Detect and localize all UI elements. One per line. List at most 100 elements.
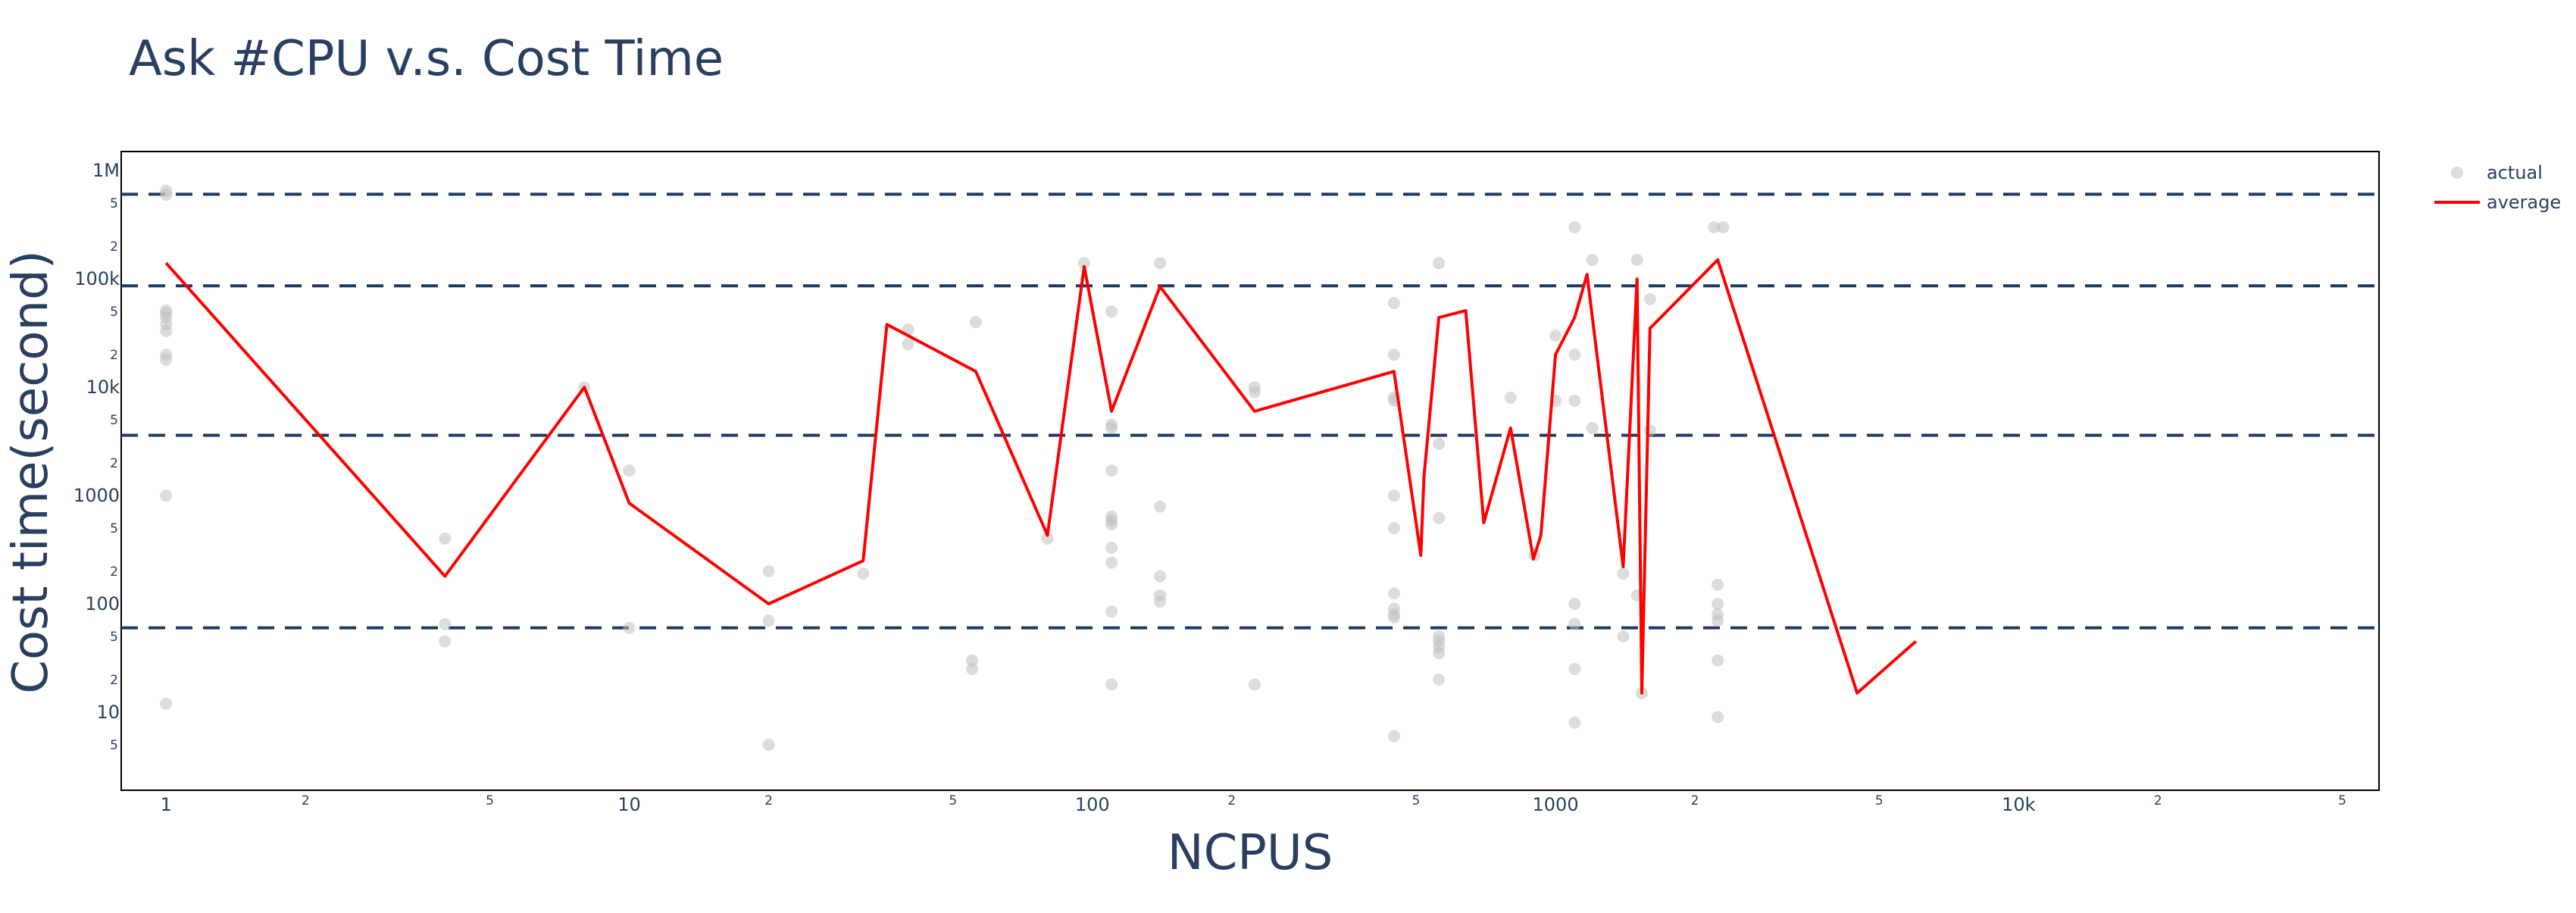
actual-point — [1105, 464, 1118, 477]
actual-point — [1549, 329, 1562, 342]
average-point — [1574, 317, 1575, 318]
y-axis-ticks: 10 100 1000 10k 100k 1M 5 2 5 2 5 2 5 2 5 2 5 — [73, 160, 120, 753]
actual-point — [1712, 597, 1724, 610]
x-tick-label: 1000 — [1533, 794, 1579, 815]
actual-point — [1568, 220, 1581, 233]
actual-point — [1154, 595, 1167, 608]
average-point — [886, 324, 887, 325]
actual-point — [1568, 597, 1581, 610]
actual-point — [1105, 678, 1118, 691]
x-minor-tick-label: 2 — [1691, 793, 1699, 808]
y-tick-label: 10 — [96, 702, 120, 723]
actual-point — [762, 564, 775, 577]
actual-point — [1387, 522, 1400, 535]
actual-point — [1586, 421, 1599, 434]
actual-point — [439, 532, 452, 545]
actual-point — [1105, 605, 1118, 618]
actual-point — [1643, 424, 1656, 436]
actual-point — [1041, 532, 1054, 545]
average-point — [975, 371, 976, 372]
average-point — [1510, 427, 1511, 428]
y-minor-tick-label: 5 — [110, 521, 118, 536]
actual-point — [1077, 257, 1090, 270]
x-axis-title: NCPUS — [1168, 825, 1333, 881]
actual-point — [1712, 654, 1724, 667]
legend-label-actual: actual — [2487, 162, 2543, 183]
x-tick-label: 1 — [161, 794, 172, 815]
actual-point — [439, 635, 452, 648]
average-point — [1439, 317, 1440, 318]
average-point — [1483, 523, 1484, 524]
actual-point — [969, 316, 982, 329]
actual-point — [160, 353, 173, 366]
actual-point — [1712, 614, 1724, 627]
average-point — [768, 603, 769, 604]
actual-point — [1433, 437, 1446, 450]
actual-point — [762, 738, 775, 751]
x-tick-label: 10k — [2002, 794, 2036, 815]
y-minor-tick-label: 5 — [110, 305, 118, 320]
actual-point — [439, 618, 452, 630]
x-minor-tick-label: 2 — [764, 793, 773, 808]
actual-point — [1105, 541, 1118, 554]
y-minor-tick-label: 5 — [110, 413, 118, 428]
actual-point — [1387, 296, 1400, 309]
reference-lines — [121, 192, 2379, 630]
actual-point — [1712, 578, 1724, 591]
actual-point — [1568, 394, 1581, 407]
y-minor-tick-label: 5 — [110, 630, 118, 645]
actual-point — [160, 324, 173, 337]
x-axis-ticks: 1 10 100 1000 10k 2 5 2 5 2 5 2 5 2 5 — [161, 793, 2346, 815]
actual-point — [1105, 305, 1118, 318]
x-minor-tick-label: 5 — [949, 793, 957, 808]
actual-point — [966, 654, 979, 667]
x-minor-tick-label: 2 — [302, 793, 310, 808]
y-minor-tick-label: 5 — [110, 196, 118, 211]
x-minor-tick-label: 5 — [486, 793, 494, 808]
average-point — [1393, 371, 1394, 372]
actual-point — [160, 489, 173, 502]
actual-point — [1643, 292, 1656, 305]
actual-point — [623, 621, 636, 634]
actual-point — [1387, 489, 1400, 502]
actual-point — [1586, 253, 1599, 266]
actual-point — [1248, 386, 1261, 399]
average-point — [1465, 310, 1466, 311]
x-tick-label: 10 — [617, 794, 641, 815]
actual-point — [1387, 349, 1400, 361]
x-minor-tick-label: 2 — [2154, 793, 2162, 808]
legend: actual average — [2434, 162, 2561, 213]
x-minor-tick-label: 5 — [1875, 793, 1884, 808]
actual-point — [902, 338, 914, 351]
actual-point — [966, 663, 979, 676]
actual-point — [623, 464, 636, 477]
actual-point — [1154, 257, 1167, 270]
actual-point — [1387, 730, 1400, 743]
actual-point — [1387, 611, 1400, 624]
actual-point — [1712, 711, 1724, 724]
y-minor-tick-label: 2 — [110, 564, 118, 580]
y-minor-tick-label: 2 — [110, 348, 118, 363]
x-minor-tick-label: 5 — [2338, 793, 2346, 808]
actual-point — [1154, 570, 1167, 583]
actual-point — [1617, 630, 1630, 643]
actual-point — [857, 567, 870, 580]
actual-point — [1387, 587, 1400, 600]
y-tick-label: 100k — [74, 268, 120, 289]
average-point — [166, 263, 167, 264]
actual-point — [1568, 663, 1581, 676]
actual-point — [1617, 567, 1630, 580]
actual-point — [1717, 220, 1730, 233]
y-minor-tick-label: 2 — [110, 239, 118, 255]
average-series — [164, 258, 1918, 695]
y-minor-tick-label: 2 — [110, 456, 118, 471]
actual-point — [1568, 716, 1581, 729]
actual-point — [160, 188, 173, 201]
average-point — [1915, 641, 1916, 642]
y-tick-label: 1000 — [73, 485, 120, 506]
y-tick-label: 1M — [92, 160, 120, 181]
x-minor-tick-label: 5 — [1412, 793, 1421, 808]
actual-series — [160, 184, 1730, 751]
actual-point — [1433, 673, 1446, 686]
